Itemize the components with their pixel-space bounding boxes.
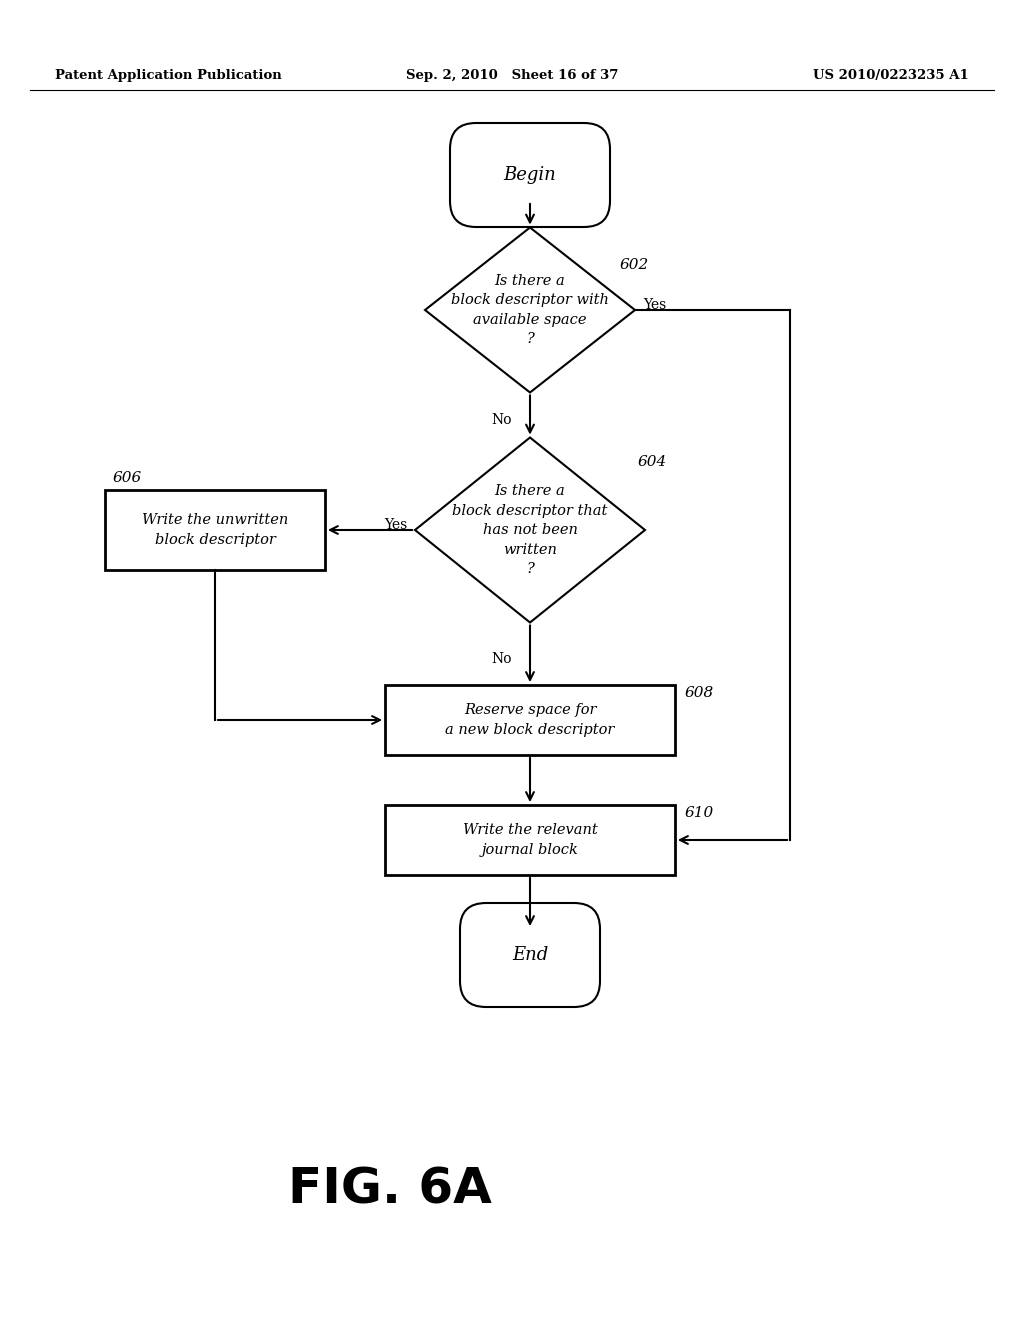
Text: 602: 602 xyxy=(620,257,649,272)
Text: US 2010/0223235 A1: US 2010/0223235 A1 xyxy=(813,69,969,82)
Text: Yes: Yes xyxy=(384,517,407,532)
Text: Begin: Begin xyxy=(504,166,556,183)
Text: Write the unwritten
block descriptor: Write the unwritten block descriptor xyxy=(142,513,288,546)
Text: No: No xyxy=(492,652,512,665)
Text: End: End xyxy=(512,946,548,964)
Text: Sep. 2, 2010   Sheet 16 of 37: Sep. 2, 2010 Sheet 16 of 37 xyxy=(406,69,618,82)
Text: 604: 604 xyxy=(638,455,668,469)
Polygon shape xyxy=(415,437,645,623)
FancyBboxPatch shape xyxy=(460,903,600,1007)
Text: 608: 608 xyxy=(685,686,715,700)
Text: 606: 606 xyxy=(113,471,142,484)
Polygon shape xyxy=(425,227,635,392)
Text: Write the relevant
journal block: Write the relevant journal block xyxy=(463,824,597,857)
Bar xyxy=(385,685,675,755)
FancyBboxPatch shape xyxy=(450,123,610,227)
Bar xyxy=(105,490,325,570)
Text: 610: 610 xyxy=(685,807,715,820)
Text: Yes: Yes xyxy=(643,298,667,312)
Text: Is there a
block descriptor with
available space
?: Is there a block descriptor with availab… xyxy=(451,273,609,346)
Text: Patent Application Publication: Patent Application Publication xyxy=(55,69,282,82)
Text: FIG. 6A: FIG. 6A xyxy=(288,1166,492,1214)
Text: Reserve space for
a new block descriptor: Reserve space for a new block descriptor xyxy=(445,704,614,737)
Text: Is there a
block descriptor that
has not been
written
?: Is there a block descriptor that has not… xyxy=(453,484,607,576)
Text: No: No xyxy=(492,413,512,426)
Bar xyxy=(385,805,675,875)
